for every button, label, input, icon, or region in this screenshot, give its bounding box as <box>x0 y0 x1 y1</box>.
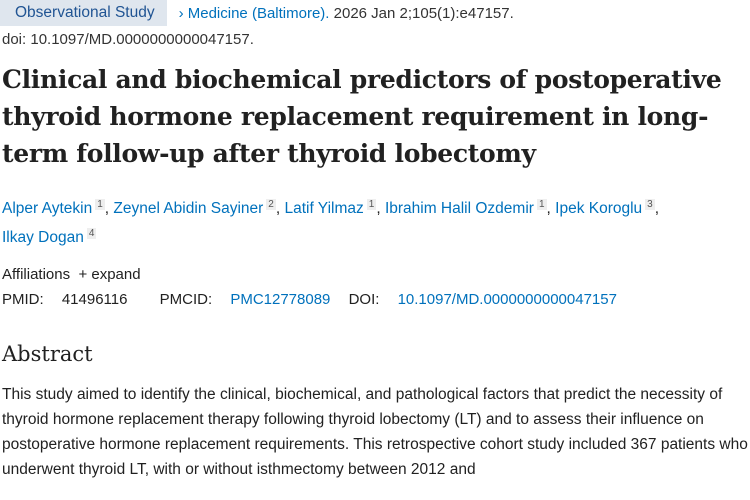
author-link[interactable]: Ilkay Dogan <box>2 229 84 247</box>
affiliation-ref[interactable]: 2 <box>266 199 276 210</box>
affiliation-ref[interactable]: 1 <box>536 199 547 210</box>
author-link[interactable]: Ibrahim Halil Ozdemir <box>384 200 534 218</box>
abstract-text: This study aimed to identify the clinica… <box>2 386 748 479</box>
journal-link[interactable]: › Medicine (Baltimore). <box>178 4 330 22</box>
author-link[interactable]: Alper Aytekin <box>2 200 93 218</box>
affiliations-toggle[interactable]: Affiliations + expand <box>2 266 141 284</box>
expand-button[interactable]: + expand <box>78 266 141 284</box>
affiliation-ref[interactable]: 1 <box>366 199 377 210</box>
article-type-badge: Observational Study <box>0 0 167 26</box>
identifiers: PMID: 41496116 PMCID: PMC12778089 DOI: 1… <box>2 291 617 309</box>
author-link[interactable]: Ipek Koroglu <box>555 200 643 218</box>
article-title: Clinical and biochemical predictors of p… <box>2 65 722 168</box>
chevron-right-icon: › <box>178 4 184 22</box>
abstract-heading: Abstract <box>2 342 93 367</box>
affiliation-ref[interactable]: 1 <box>95 199 105 210</box>
affiliation-ref[interactable]: 4 <box>86 228 97 240</box>
pmcid-link[interactable]: PMC12778089 <box>230 291 331 309</box>
citation: › Medicine (Baltimore). 2026 Jan 2;105(1… <box>178 4 514 22</box>
author-list: Alper Aytekin 1, Zeynel Abidin Sayiner 2, … <box>2 199 660 247</box>
affiliation-ref[interactable]: 3 <box>645 199 655 210</box>
pmid: 41496116 <box>61 291 128 309</box>
doi-line: doi: 10.1097/MD.0000000000047157. <box>2 31 254 48</box>
author-link[interactable]: Zeynel Abidin Sayiner <box>113 200 264 218</box>
author-link[interactable]: Latif Yilmaz <box>284 200 364 218</box>
doi-link[interactable]: 10.1097/MD.0000000000047157 <box>397 291 617 309</box>
